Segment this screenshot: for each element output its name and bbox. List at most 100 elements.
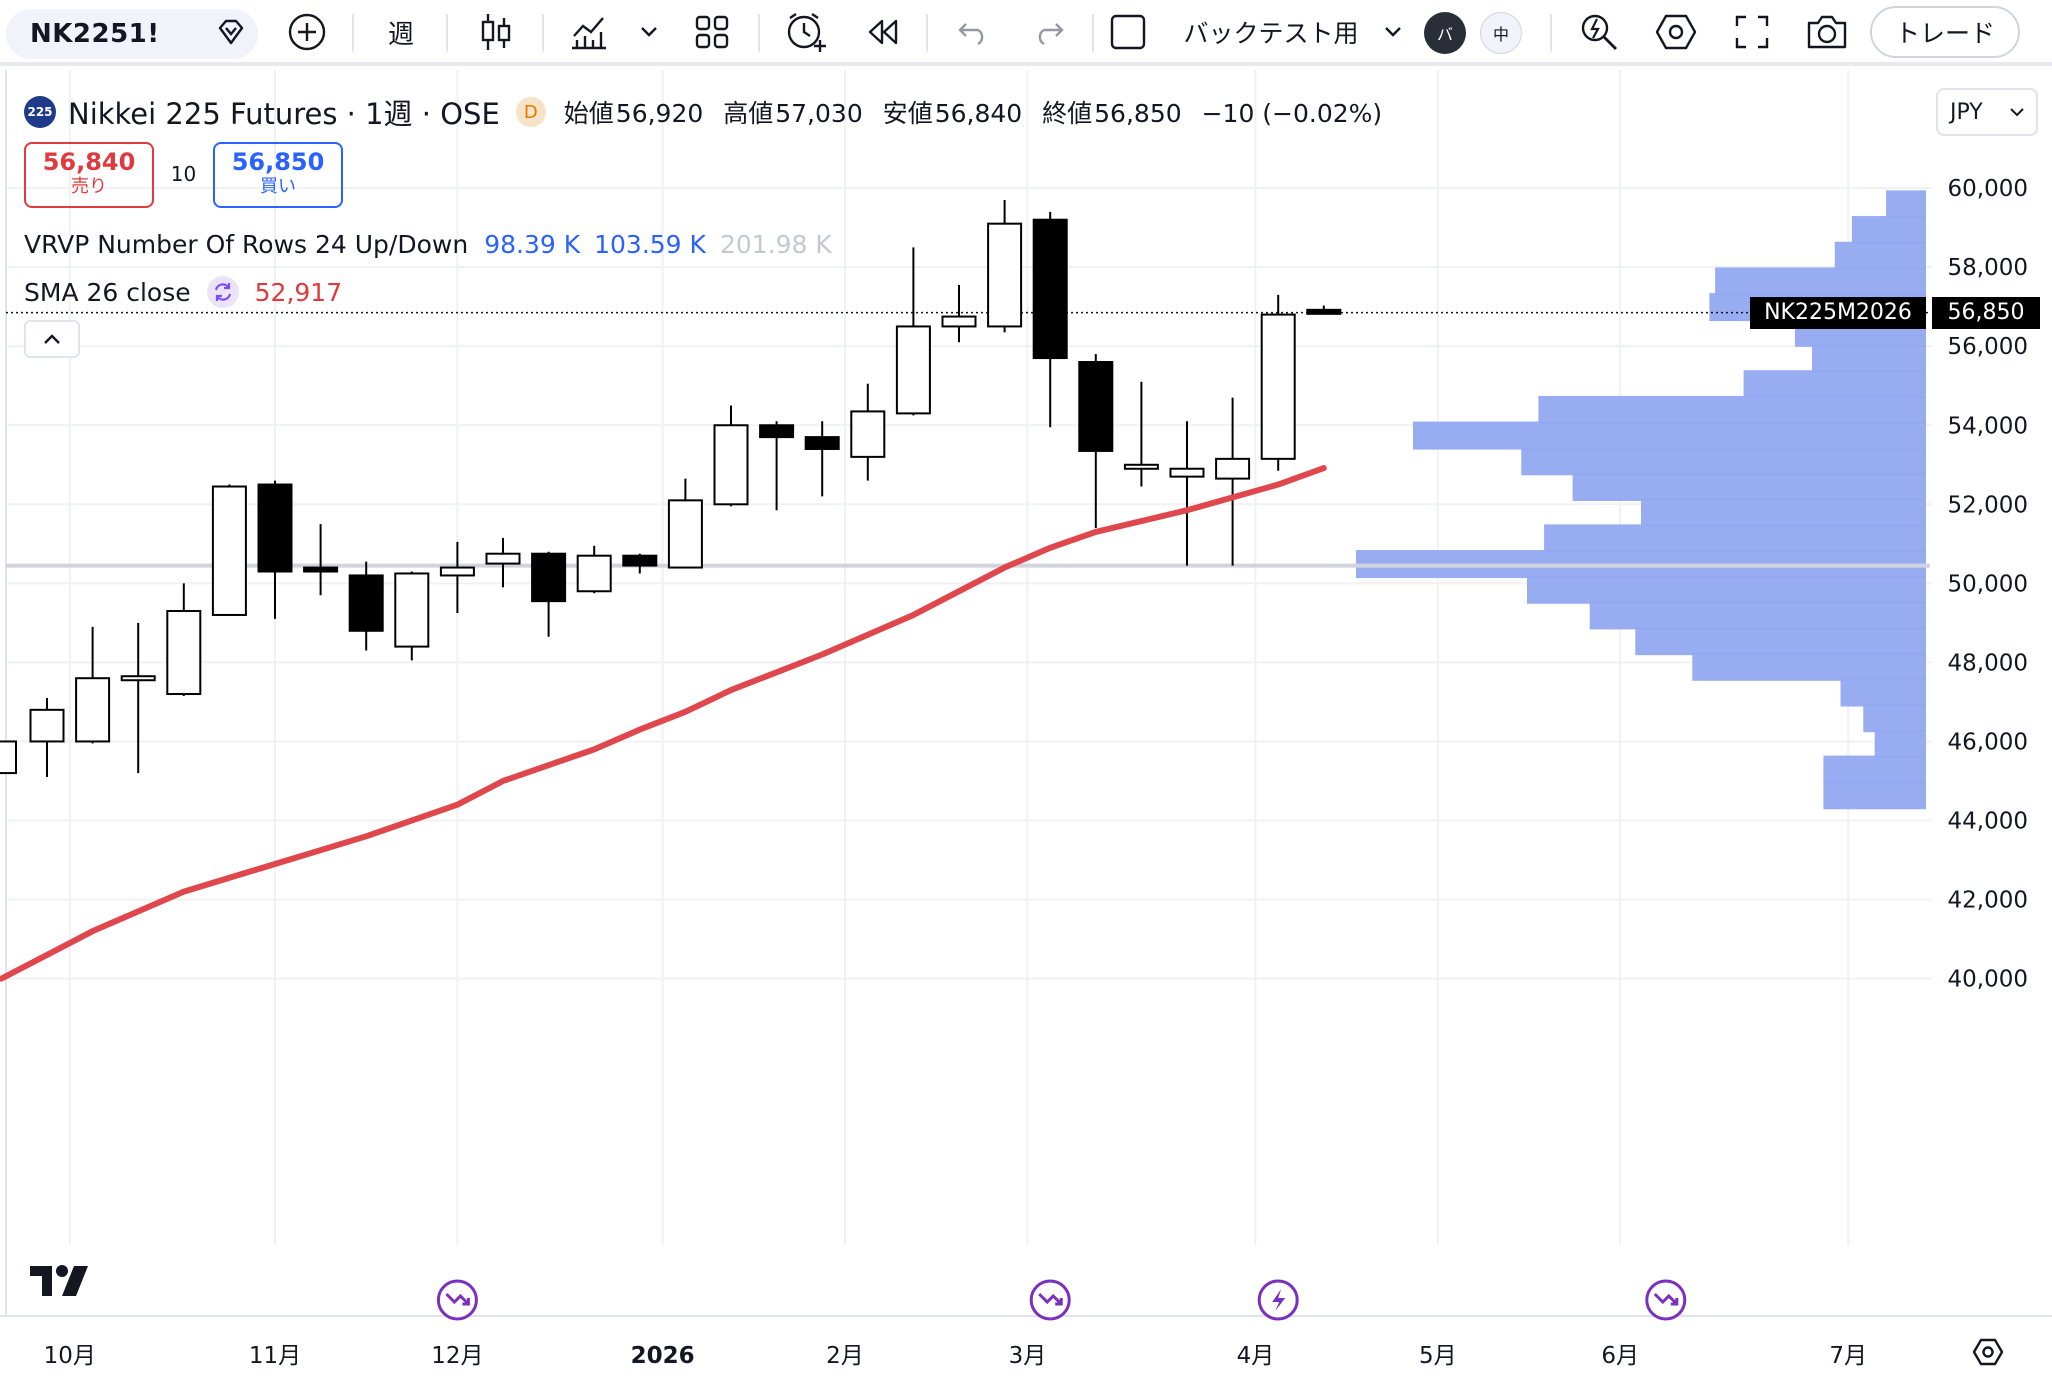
price-axis-label: 40,000 [1948, 967, 2028, 993]
candle-down [303, 566, 339, 573]
collapse-legend-button[interactable] [24, 320, 80, 358]
user-avatar-chu[interactable]: 中 [1480, 12, 1522, 54]
candle-up [439, 566, 475, 577]
price-axis-label: 56,000 [1948, 334, 2028, 360]
candle-up [394, 572, 430, 648]
price-axis-label: 58,000 [1948, 255, 2028, 281]
candle-up [485, 552, 521, 565]
volume-profile-bar [1635, 627, 1926, 656]
candle-up [941, 315, 977, 328]
fullscreen-icon[interactable] [1728, 0, 1776, 64]
volume-profile-bar [1823, 781, 1926, 810]
volume-profile-bar [1851, 216, 1926, 245]
chevron-down-icon[interactable] [636, 0, 662, 64]
high-label: 高値 [723, 99, 774, 128]
vrvp-label: VRVP Number Of Rows 24 Up/Down [24, 229, 469, 259]
symbol-name[interactable]: NK2251! [30, 19, 160, 49]
candle-up [166, 610, 202, 696]
candle-partial [0, 740, 17, 775]
interval-button[interactable]: 週 [387, 19, 414, 50]
time-axis-label: 12月 [431, 1343, 483, 1369]
buy-button[interactable]: 56,850 買い [213, 142, 343, 208]
time-axis-label: 10月 [44, 1343, 96, 1369]
candle-style-icon[interactable] [474, 0, 518, 64]
currency-select[interactable]: JPY [1936, 88, 2038, 136]
volume-profile-bar [1572, 472, 1926, 501]
top-toolbar: NK2251! 週 バックテスト用 バ 中 [0, 0, 2052, 66]
user-avatar-ba[interactable]: バ [1424, 12, 1466, 54]
backtest-layout-name[interactable]: バックテスト用 [1183, 19, 1359, 48]
redo-icon[interactable] [1026, 0, 1072, 64]
candle-down [1078, 361, 1114, 452]
undo-icon[interactable] [950, 0, 996, 64]
candle-up [713, 424, 749, 506]
volume-profile-bar [1834, 241, 1926, 270]
volume-profile-bar [1521, 447, 1926, 476]
volume-profile-bar [1544, 524, 1926, 553]
candle-down [1032, 218, 1068, 360]
refresh-icon[interactable] [206, 276, 239, 308]
time-axis-label: 5月 [1419, 1343, 1457, 1369]
close-value: 56,850 [1094, 99, 1182, 128]
layout-chevron-down-icon[interactable] [1380, 0, 1406, 64]
volume-profile-bar [1715, 267, 1926, 296]
price-chart[interactable]: 60,000 58,000 56,000 54,000 52,000 50,000 48,0… [0, 70, 2052, 1388]
candle-down [257, 483, 293, 573]
earnings-event-icon[interactable] [1257, 1279, 1299, 1321]
candle-up [1260, 313, 1296, 460]
volume-profile-bar [1692, 652, 1926, 681]
backtest-checkbox-icon[interactable] [1104, 0, 1152, 64]
volume-profile-bar [1527, 575, 1926, 604]
sma-line [0, 465, 1327, 982]
last-price-tag: 56,850 [1932, 296, 2040, 329]
chevron-up-icon [44, 334, 60, 344]
volume-profile-bar [1886, 190, 1926, 219]
add-compare-icon[interactable] [284, 0, 330, 64]
vrvp-up-value: 98.39 K [484, 229, 581, 259]
candle-up [987, 222, 1023, 328]
alert-clock-icon[interactable] [782, 0, 830, 64]
candle-down [531, 552, 567, 603]
spread-value: 10 [170, 162, 197, 186]
vrvp-legend[interactable]: VRVP Number Of Rows 24 Up/Down 98.39 K 1… [24, 226, 832, 262]
change-value: −10 (−0.02%) [1201, 99, 1383, 128]
dividend-event-icon[interactable] [1645, 1279, 1687, 1321]
volume-profile-bar [1743, 370, 1926, 399]
chart-area[interactable]: 60,000 58,000 56,000 54,000 52,000 50,000 48,0… [0, 70, 2052, 1388]
price-axis-label: 60,000 [1948, 176, 2028, 202]
dividend-event-icon[interactable] [1029, 1279, 1071, 1321]
favorite-diamond-icon[interactable] [206, 0, 256, 64]
trade-button[interactable]: トレード [1870, 6, 2020, 58]
candle-up [850, 410, 886, 458]
dividend-event-icon[interactable] [436, 1279, 478, 1321]
sell-label: 売り [71, 176, 107, 197]
layout-grid-icon[interactable] [690, 0, 734, 64]
time-axis-label: 2026 [631, 1343, 695, 1369]
replay-icon[interactable] [860, 0, 906, 64]
time-axis-label: 11月 [249, 1343, 301, 1369]
axis-settings-icon-center [1982, 1346, 1994, 1358]
settings-hexagon-icon[interactable] [1652, 0, 1700, 64]
candle-up [211, 485, 247, 616]
quick-search-icon[interactable] [1574, 0, 1624, 64]
contract-price-tag: NK225M2026 [1750, 296, 1926, 329]
price-axis-label: 54,000 [1948, 413, 2028, 439]
low-value: 56,840 [934, 99, 1023, 128]
currency-value: JPY [1950, 99, 1983, 125]
open-label: 始値 [563, 99, 614, 128]
tradingview-logo-icon[interactable] [30, 1264, 90, 1302]
symbol-search[interactable] [6, 9, 258, 59]
high-value: 57,030 [775, 99, 863, 128]
open-value: 56,920 [615, 99, 704, 128]
delayed-data-badge[interactable]: D [515, 97, 546, 127]
buy-label: 買い [260, 176, 296, 197]
candle-up [1169, 467, 1205, 478]
sma-legend[interactable]: SMA 26 close 52,917 [24, 274, 342, 310]
sell-button[interactable]: 56,840 売り [24, 142, 154, 208]
indicators-icon[interactable] [566, 0, 612, 64]
volume-profile-bar [1641, 498, 1926, 527]
screenshot-camera-icon[interactable] [1802, 0, 1852, 64]
volume-profile-bar [1874, 729, 1926, 758]
symbol-description[interactable]: Nikkei 225 Futures · 1週 · OSE [68, 97, 500, 131]
time-axis-label: 2月 [826, 1343, 864, 1369]
